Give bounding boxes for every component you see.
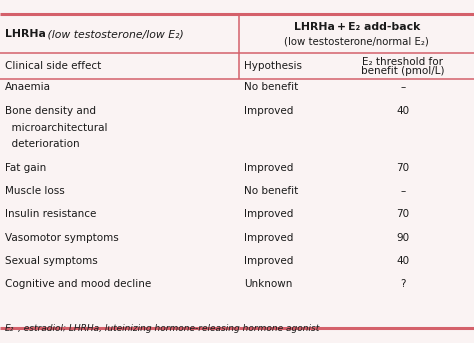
Text: Cognitive and mood decline: Cognitive and mood decline (5, 279, 151, 289)
Text: E₂ threshold for: E₂ threshold for (363, 57, 443, 67)
Text: Vasomotor symptoms: Vasomotor symptoms (5, 233, 118, 243)
Text: , estradiol; LHRHa, luteinizing hormone-releasing hormone agonist: , estradiol; LHRHa, luteinizing hormone-… (18, 324, 319, 333)
Text: LHRHa: LHRHa (5, 29, 46, 39)
Text: 40: 40 (396, 106, 410, 116)
Text: 70: 70 (396, 209, 410, 219)
Text: Unknown: Unknown (244, 279, 292, 289)
Text: benefit (pmol/L): benefit (pmol/L) (361, 66, 445, 76)
Text: Insulin resistance: Insulin resistance (5, 209, 96, 219)
Text: 70: 70 (396, 163, 410, 173)
Text: No benefit: No benefit (244, 82, 298, 93)
Text: Improved: Improved (244, 209, 293, 219)
Text: Sexual symptoms: Sexual symptoms (5, 256, 98, 266)
Text: (low testosterone/normal E₂): (low testosterone/normal E₂) (284, 37, 429, 47)
Text: deterioration: deterioration (5, 139, 79, 149)
Text: ?: ? (400, 279, 406, 289)
Text: Bone density and: Bone density and (5, 106, 96, 116)
Text: E₂: E₂ (5, 324, 14, 333)
Text: 40: 40 (396, 256, 410, 266)
Text: Fat gain: Fat gain (5, 163, 46, 173)
Text: Anaemia: Anaemia (5, 82, 51, 93)
Text: LHRHa + E₂ add-back: LHRHa + E₂ add-back (293, 22, 420, 33)
Text: Clinical side effect: Clinical side effect (5, 61, 101, 71)
Text: Hypothesis: Hypothesis (244, 61, 302, 71)
Text: No benefit: No benefit (244, 186, 298, 196)
Text: 90: 90 (396, 233, 410, 243)
Text: Improved: Improved (244, 106, 293, 116)
Text: microarchitectural: microarchitectural (5, 122, 107, 133)
Text: Improved: Improved (244, 233, 293, 243)
Text: Improved: Improved (244, 163, 293, 173)
Text: Muscle loss: Muscle loss (5, 186, 64, 196)
Text: –: – (400, 186, 406, 196)
Text: –: – (400, 82, 406, 93)
Text: (low testosterone/low E₂): (low testosterone/low E₂) (44, 29, 183, 39)
Text: Improved: Improved (244, 256, 293, 266)
